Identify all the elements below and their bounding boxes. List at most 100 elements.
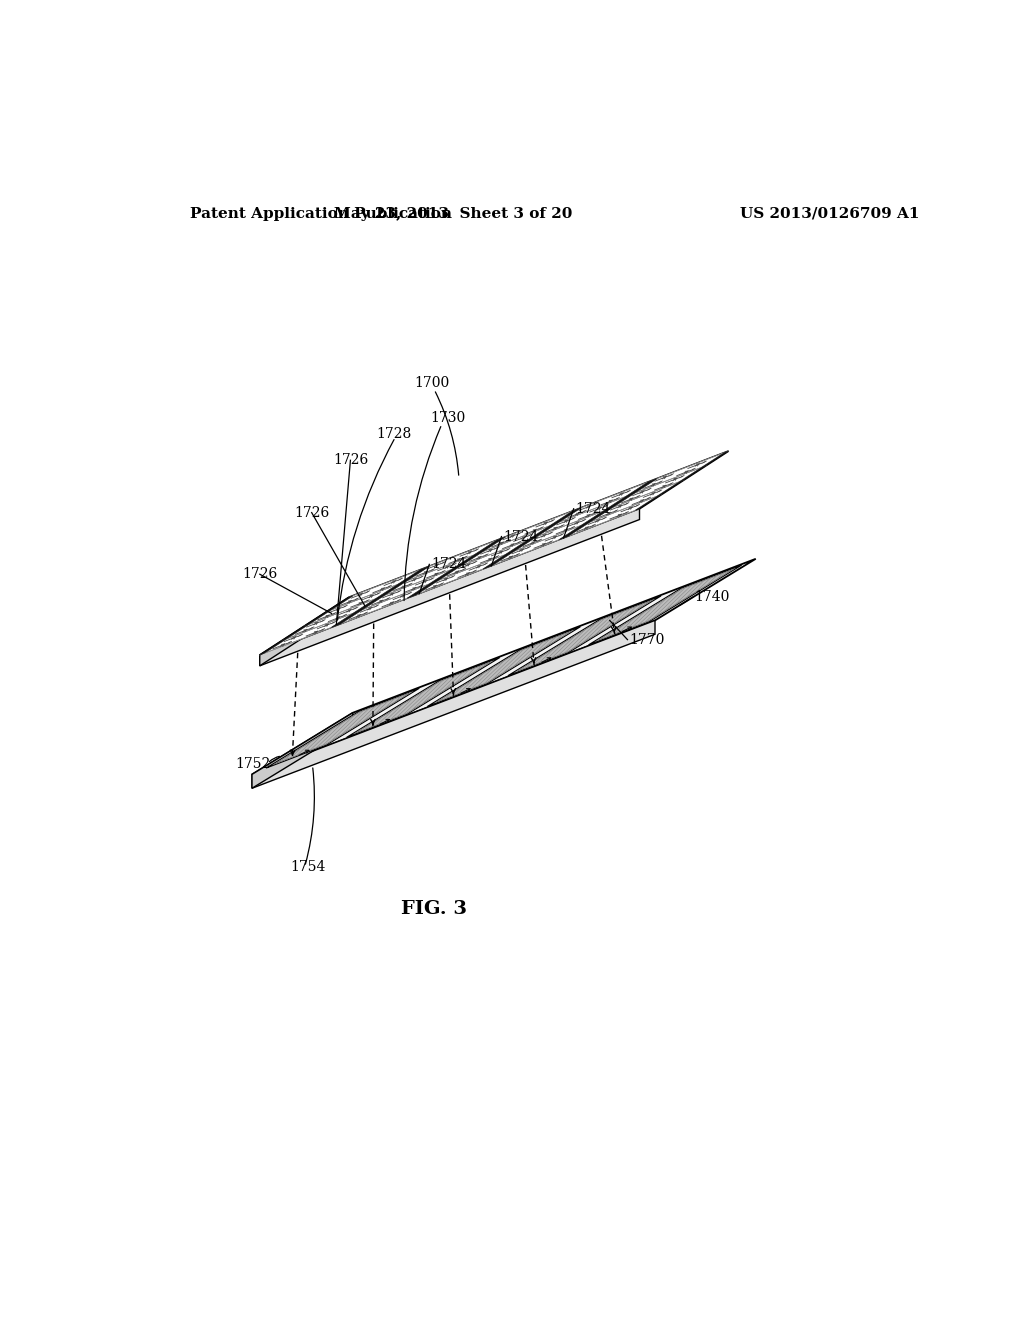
Polygon shape	[635, 451, 729, 511]
Polygon shape	[657, 480, 663, 483]
Polygon shape	[591, 482, 679, 521]
Polygon shape	[407, 591, 412, 594]
Polygon shape	[374, 605, 379, 607]
Polygon shape	[548, 532, 553, 535]
Polygon shape	[473, 549, 479, 552]
Polygon shape	[397, 578, 402, 581]
Polygon shape	[656, 490, 663, 492]
Polygon shape	[331, 622, 336, 624]
Polygon shape	[396, 590, 401, 593]
Polygon shape	[461, 568, 466, 570]
Polygon shape	[452, 564, 457, 566]
Polygon shape	[559, 482, 647, 521]
Text: 1752: 1752	[234, 756, 270, 771]
Polygon shape	[624, 503, 629, 506]
Polygon shape	[515, 511, 603, 550]
Text: 1726: 1726	[243, 568, 278, 581]
Polygon shape	[636, 453, 724, 492]
Polygon shape	[538, 496, 626, 536]
Text: 1724: 1724	[503, 529, 539, 544]
Polygon shape	[669, 474, 674, 477]
Polygon shape	[287, 642, 292, 644]
Polygon shape	[408, 583, 413, 586]
Polygon shape	[635, 495, 640, 498]
Polygon shape	[559, 524, 564, 527]
Polygon shape	[342, 614, 347, 616]
Polygon shape	[559, 533, 564, 536]
Polygon shape	[341, 583, 429, 624]
Polygon shape	[603, 504, 608, 507]
Polygon shape	[252, 558, 756, 775]
Polygon shape	[365, 590, 370, 593]
Polygon shape	[482, 562, 488, 565]
Polygon shape	[342, 605, 348, 607]
Polygon shape	[429, 578, 434, 581]
Polygon shape	[266, 688, 419, 768]
Text: 1724: 1724	[431, 557, 466, 572]
Polygon shape	[472, 570, 477, 573]
Text: 1730: 1730	[430, 411, 466, 425]
Polygon shape	[690, 469, 695, 471]
Polygon shape	[265, 614, 353, 653]
Polygon shape	[494, 556, 499, 558]
Polygon shape	[508, 595, 662, 676]
Polygon shape	[701, 461, 707, 463]
Polygon shape	[385, 598, 390, 601]
Polygon shape	[613, 467, 701, 507]
Polygon shape	[298, 634, 303, 636]
Polygon shape	[362, 612, 368, 615]
Polygon shape	[417, 554, 505, 594]
Polygon shape	[386, 585, 392, 587]
Polygon shape	[440, 570, 445, 573]
Polygon shape	[548, 541, 553, 544]
Polygon shape	[505, 548, 510, 550]
Polygon shape	[436, 631, 571, 702]
Polygon shape	[418, 585, 423, 587]
Text: 1724: 1724	[575, 502, 610, 516]
Polygon shape	[525, 546, 531, 549]
Polygon shape	[483, 511, 571, 552]
Polygon shape	[602, 517, 607, 520]
Polygon shape	[646, 496, 651, 500]
Polygon shape	[506, 540, 511, 543]
Polygon shape	[589, 565, 741, 645]
Polygon shape	[550, 519, 555, 523]
Polygon shape	[275, 693, 411, 764]
Polygon shape	[260, 595, 353, 655]
Polygon shape	[668, 483, 673, 486]
Polygon shape	[319, 628, 325, 631]
Polygon shape	[592, 512, 597, 515]
Polygon shape	[429, 569, 435, 572]
Polygon shape	[516, 532, 522, 535]
Polygon shape	[537, 539, 542, 541]
Polygon shape	[309, 627, 314, 630]
Polygon shape	[332, 570, 420, 610]
Polygon shape	[353, 598, 358, 601]
Polygon shape	[252, 713, 352, 788]
Polygon shape	[597, 569, 733, 640]
Polygon shape	[438, 582, 443, 585]
Polygon shape	[385, 556, 473, 595]
Polygon shape	[626, 490, 631, 492]
Polygon shape	[427, 627, 581, 706]
Polygon shape	[472, 561, 477, 564]
Polygon shape	[365, 599, 370, 602]
Polygon shape	[517, 601, 652, 672]
Polygon shape	[495, 546, 500, 549]
Polygon shape	[559, 478, 657, 540]
Polygon shape	[581, 519, 586, 521]
Polygon shape	[309, 585, 397, 624]
Text: May 23, 2013  Sheet 3 of 20: May 23, 2013 Sheet 3 of 20	[334, 207, 572, 220]
Polygon shape	[463, 556, 468, 558]
Polygon shape	[260, 508, 640, 665]
Text: 1754: 1754	[291, 859, 326, 874]
Polygon shape	[493, 525, 581, 565]
Polygon shape	[483, 554, 488, 557]
Polygon shape	[331, 566, 429, 627]
Polygon shape	[252, 620, 655, 788]
Text: 1740: 1740	[694, 590, 729, 605]
Polygon shape	[395, 599, 400, 602]
Polygon shape	[260, 451, 729, 655]
Polygon shape	[450, 576, 455, 578]
Polygon shape	[679, 475, 684, 478]
